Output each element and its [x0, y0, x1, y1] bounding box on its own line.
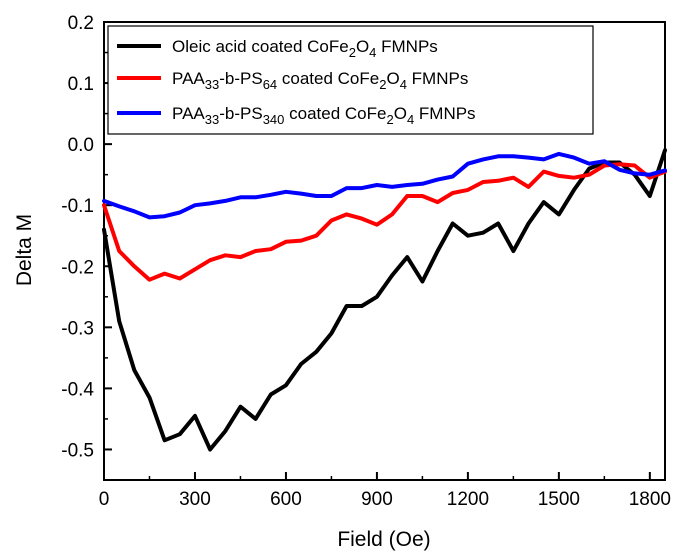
tick-layer: 0 300 600 900 1200 1500 1800 -0.5 -0.4 -0.3 -0.2 -0… — [61, 13, 671, 510]
legend-label-1: Oleic acid coated CoFe2O4 FMNPs — [172, 37, 438, 60]
x-tick-label: 1500 — [538, 489, 580, 510]
y-tick-label: 0.2 — [68, 13, 94, 34]
x-tick-label: 1800 — [629, 489, 671, 510]
legend-box — [107, 25, 594, 135]
x-tick-label: 300 — [179, 489, 211, 510]
y-tick-label: -0.2 — [61, 257, 94, 278]
plot-frame — [103, 21, 666, 481]
legend: Oleic acid coated CoFe2O4 FMNPs PAA33-b-P… — [107, 25, 594, 135]
x-tick-label: 600 — [270, 489, 302, 510]
legend-label-3: PAA33-b-PS340 coated CoFe2O4 FMNPs — [172, 104, 476, 127]
legend-label-2: PAA33-b-PS64 coated CoFe2O4 FMNPs — [172, 69, 468, 92]
y-tick-label: -0.1 — [61, 196, 94, 217]
y-tick-label: -0.5 — [61, 440, 94, 461]
series-line-1 — [102, 148, 667, 452]
series-layer — [102, 148, 667, 452]
y-axis-title: Delta M — [13, 214, 36, 286]
x-tick-label: 1200 — [447, 489, 489, 510]
x-tick-label: 900 — [361, 489, 393, 510]
y-tick-label: -0.3 — [61, 318, 94, 339]
y-tick-label: 0.0 — [68, 135, 94, 156]
series-line-2 — [102, 162, 667, 282]
x-axis-title: Field (Oe) — [337, 528, 430, 551]
y-tick-label: -0.4 — [61, 379, 94, 400]
series-line-3 — [102, 151, 667, 220]
x-tick-label: 0 — [99, 489, 110, 510]
y-tick-label: 0.1 — [68, 74, 94, 95]
